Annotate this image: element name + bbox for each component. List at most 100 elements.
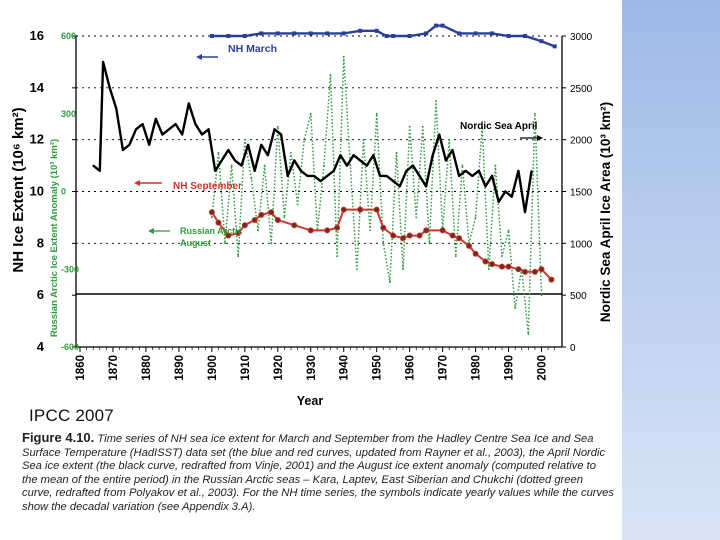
nh-september-point (538, 266, 545, 273)
russian-arctic-point (237, 255, 240, 258)
russian-arctic-point (250, 177, 253, 180)
nh-september-point (268, 209, 275, 216)
nh-september-point (416, 232, 423, 239)
nh-march-point (384, 34, 389, 38)
nordic-sea-point (108, 87, 111, 89)
nh-september-point (241, 222, 248, 229)
russian-arctic-point (217, 151, 220, 154)
nordic-sea-point (504, 190, 507, 193)
nh-september-point (225, 232, 232, 239)
nordic-sea-line (92, 60, 533, 214)
nordic-sea-point (168, 128, 170, 131)
x-tick-label-1900: 1900 (207, 355, 219, 381)
russian-arctic-point (415, 216, 418, 219)
nh-march-point (226, 34, 231, 38)
russian-arctic-point (514, 307, 517, 310)
nh-march-point (292, 31, 297, 36)
inner-tick-label-600: 600 (61, 31, 76, 41)
nordic-sea-point (471, 175, 474, 177)
nh-march-point (259, 31, 264, 36)
nordic-sea-point (458, 175, 460, 177)
russian-arctic-point (454, 255, 457, 258)
inner-axis-title: Russian Arctic Ice Extent Anomaly (10³ k… (49, 139, 60, 337)
russian-arctic-point (382, 242, 385, 245)
x-tick-label-1980: 1980 (471, 355, 483, 381)
nordic-sea-point (273, 128, 276, 131)
nordic-sea-point (379, 175, 381, 177)
russian-arctic-point (388, 281, 391, 284)
nordic-sea-point (98, 169, 101, 172)
nh-september-point (373, 206, 380, 213)
right-tick-label-1000: 1000 (570, 239, 593, 250)
nh-march-point (358, 28, 363, 33)
nordic-sea-point (478, 169, 480, 172)
nh-september-point (465, 242, 472, 249)
nordic-sea-point (418, 175, 421, 177)
russian-label-line2: August (180, 238, 211, 248)
x-tick-label-1910: 1910 (240, 355, 252, 381)
nh-september-point (449, 232, 456, 239)
nordic-sea-point (207, 128, 210, 131)
nordic-sea-point (359, 159, 362, 162)
nh-september-point (472, 250, 479, 257)
figure-caption: Figure 4.10. Time series of NH sea ice e… (22, 431, 614, 515)
nordic-sea-point (491, 175, 493, 177)
russian-arctic-point (487, 268, 490, 271)
x-tick-label-1990: 1990 (504, 355, 516, 381)
nordic-sea-point (240, 164, 243, 167)
russian-arctic-point (270, 242, 273, 245)
nh-march-line (211, 24, 556, 48)
nh-september-point (423, 227, 430, 234)
russian-arctic-point (507, 229, 510, 232)
left-tick-label-16: 16 (30, 28, 44, 43)
nordic-sea-point (141, 123, 144, 125)
nh-september-point (258, 211, 265, 218)
nordic-sea-point (517, 169, 520, 172)
russian-arctic-point (408, 125, 411, 128)
russian-arctic-point (323, 164, 325, 167)
nh-september-point (400, 235, 407, 242)
x-tick-label-1870: 1870 (108, 355, 120, 381)
nordic-sea-point (372, 154, 375, 157)
nh-september-point (307, 227, 314, 234)
nordic-sea-point (511, 195, 513, 198)
nordic-sea-point (392, 180, 394, 182)
september-label: NH September (173, 181, 242, 192)
nordic-sea-point (431, 154, 434, 157)
nh-march-point (374, 28, 379, 33)
russian-arctic-point (448, 138, 451, 141)
nh-september-point (251, 217, 258, 224)
russian-arctic-point (375, 112, 378, 115)
nordic-sea-point (247, 144, 249, 146)
russian-arctic-point (296, 203, 299, 206)
nh-march-point (275, 31, 280, 36)
nh-march-point (407, 34, 412, 38)
nh-september-point (515, 266, 522, 273)
nordic-sea-point (174, 123, 177, 125)
inner-tick-label--300: -300 (61, 264, 79, 274)
nh-september-point (439, 227, 446, 234)
right-tick-label-0: 0 (570, 343, 576, 354)
nordic-sea-point (155, 118, 157, 120)
nh-march-point (391, 34, 396, 38)
nh-march-point (552, 44, 557, 49)
nordic-sea-point (280, 133, 282, 136)
nordic-sea-point (201, 133, 203, 136)
march-arrow-head (196, 54, 202, 60)
russian-arctic-point (349, 164, 352, 167)
nh-september-point (291, 222, 298, 229)
russian-arctic-point (435, 99, 437, 102)
x-tick-label-1950: 1950 (372, 355, 384, 381)
nh-september-point (235, 229, 242, 236)
nh-september-point (274, 217, 281, 224)
x-axis-title: Year (297, 394, 324, 408)
russian-arctic-point (263, 164, 266, 167)
russian-arctic-point (257, 229, 259, 232)
x-tick-label-1920: 1920 (273, 355, 285, 381)
nordic-sea-point (484, 185, 487, 188)
nordic-sea-point (128, 144, 131, 146)
x-tick-label-1940: 1940 (339, 355, 351, 381)
russian-arctic-point (527, 333, 530, 335)
nh-march-point (440, 23, 445, 28)
